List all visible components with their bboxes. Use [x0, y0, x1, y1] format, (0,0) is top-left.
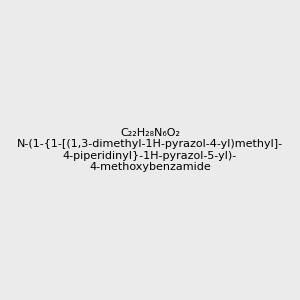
Text: C₂₂H₂₈N₆O₂
N-(1-{1-[(1,3-dimethyl-1H-pyrazol-4-yl)methyl]-
4-piperidinyl}-1H-pyr: C₂₂H₂₈N₆O₂ N-(1-{1-[(1,3-dimethyl-1H-pyr…	[17, 128, 283, 172]
